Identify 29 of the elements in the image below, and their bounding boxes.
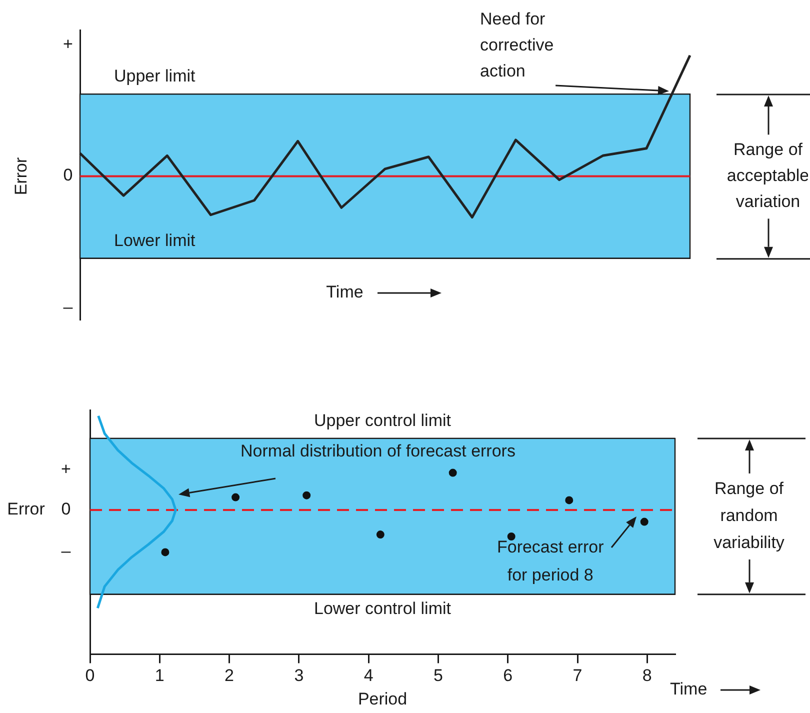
text: – bbox=[63, 298, 74, 317]
text: + bbox=[63, 34, 74, 54]
x-tick-label: 7 bbox=[572, 666, 582, 686]
text: + bbox=[61, 460, 72, 479]
ref-line-label: Lower control limit bbox=[314, 599, 452, 618]
band-label: Range of acceptable variation bbox=[726, 140, 810, 211]
x-tick-label: 5 bbox=[433, 666, 443, 686]
x-tick-label: 6 bbox=[503, 666, 513, 686]
x-tick-label: 2 bbox=[224, 666, 234, 686]
ref-line-label: Upper limit bbox=[114, 66, 196, 86]
x-axis-title: Time bbox=[326, 282, 364, 302]
text: Time bbox=[670, 680, 708, 699]
text: 0 bbox=[63, 166, 73, 185]
text: 0 bbox=[61, 500, 71, 519]
x-tick-label: 1 bbox=[154, 666, 164, 686]
x-tick-label: 8 bbox=[642, 666, 652, 686]
x-tick-label: 0 bbox=[85, 666, 95, 686]
annotation: Normal distribution of forecast errors bbox=[240, 442, 516, 461]
annotation: Forecast error for period 8 bbox=[496, 537, 604, 584]
band-label: Range of random variability bbox=[714, 479, 785, 552]
x-axis-title: Period bbox=[358, 689, 408, 708]
annotation: Need for corrective action bbox=[480, 10, 554, 81]
ref-line-label: Lower limit bbox=[114, 231, 196, 250]
y-axis-title: Error bbox=[7, 500, 46, 519]
x-tick-label: 4 bbox=[364, 666, 374, 686]
x-tick-label: 3 bbox=[294, 666, 304, 686]
ref-line-label: Upper control limit bbox=[314, 411, 452, 430]
y-axis-title: Error bbox=[12, 156, 31, 196]
text: – bbox=[61, 542, 72, 561]
